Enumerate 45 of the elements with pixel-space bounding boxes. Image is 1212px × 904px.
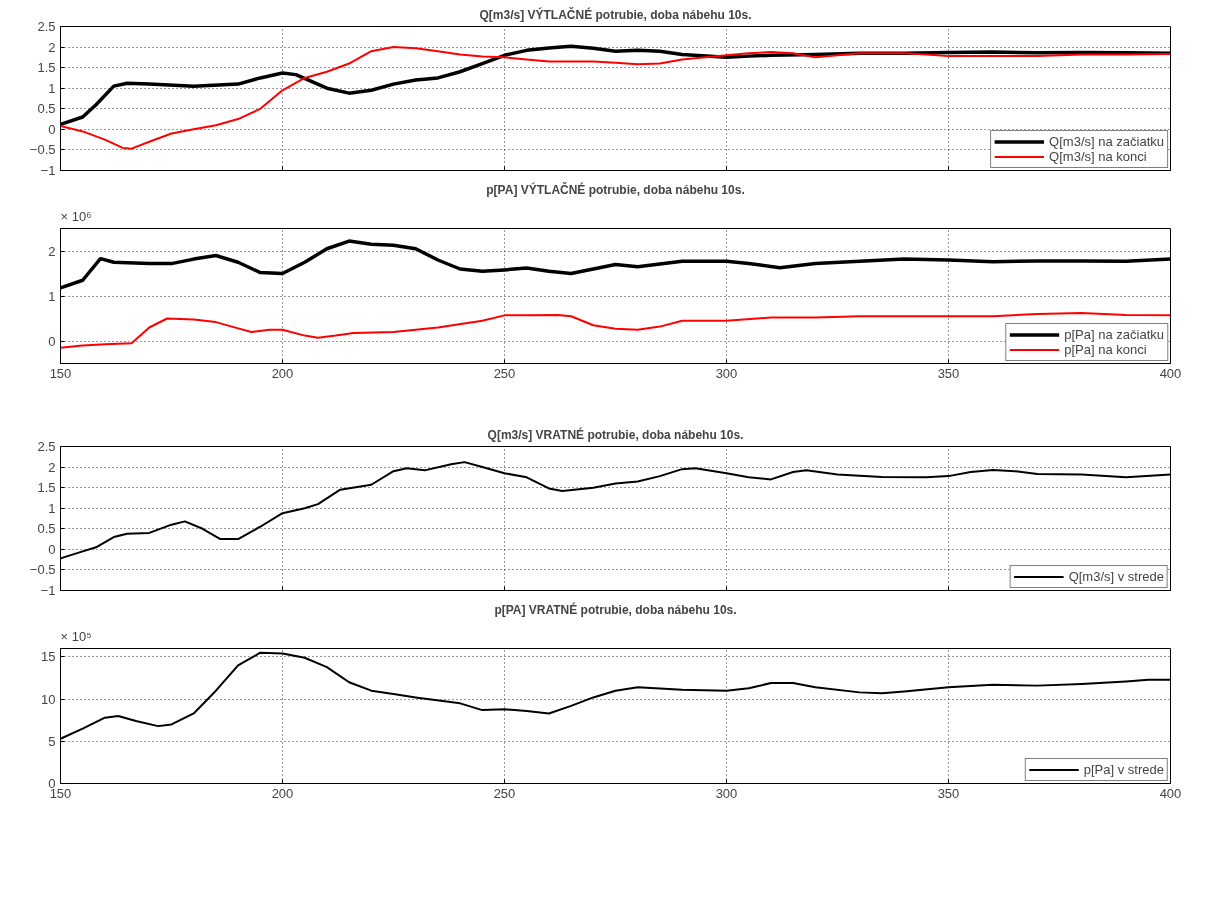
x-tick-label: 300 (715, 365, 738, 381)
y-tick-label: 0 (48, 333, 56, 349)
x-tick-label: 400 (1159, 785, 1182, 801)
x-tick-label: 150 (49, 365, 72, 381)
y-tick-label: 2 (48, 459, 56, 475)
y-tick-label: −0.5 (29, 142, 56, 158)
y-tick-label: −1 (40, 163, 56, 178)
legend-label: p[Pa] v strede (1083, 762, 1164, 777)
y-tick-label: 1.5 (37, 60, 56, 76)
chart-title: Q[m3/s] VÝTLAČNÉ potrubie, doba nábehu 10s. (479, 6, 752, 22)
legend-label: Q[m3/s] na konci (1049, 149, 1147, 164)
x-tick-label: 250 (493, 785, 516, 801)
y-tick-label: 1 (48, 80, 56, 96)
y-tick-label: −1 (40, 583, 56, 598)
x-tick-label: 300 (715, 785, 738, 801)
y-tick-label: 2.5 (37, 19, 56, 34)
y-tick-label: 1 (48, 500, 56, 516)
text: × 10⁶ (60, 208, 92, 224)
x-tick-label: 350 (937, 785, 960, 801)
x-tick-label: 200 (271, 785, 294, 801)
y-tick-label: 0.5 (37, 521, 56, 537)
x-tick-label: 350 (937, 365, 960, 381)
y-tick-label: 15 (41, 649, 56, 665)
x-tick-label: 250 (493, 365, 516, 381)
y-tick-label: 2.5 (37, 439, 56, 454)
chart-title: Q[m3/s] VRATNÉ potrubie, doba nábehu 10s. (487, 426, 744, 442)
y-tick-label: 2 (48, 243, 56, 259)
y-tick-label: 1.5 (37, 480, 56, 496)
x-tick-label: 200 (271, 365, 294, 381)
y-tick-label: 5 (48, 733, 56, 749)
y-tick-label: 0.5 (37, 101, 56, 117)
y-tick-label: 2 (48, 39, 56, 55)
y-tick-label: 0 (48, 541, 56, 557)
y-tick-label: 0 (48, 121, 56, 137)
text: × 10⁵ (60, 628, 92, 644)
chart-title: p[PA] VÝTLAČNÉ potrubie, doba nábehu 10s. (486, 181, 745, 197)
legend-label: Q[m3/s] na začiatku (1049, 134, 1164, 149)
y-tick-label: −0.5 (29, 562, 56, 578)
legend-label: p[Pa] na začiatku (1064, 327, 1164, 342)
y-tick-label: 1 (48, 288, 56, 304)
legend-label: p[Pa] na konci (1064, 342, 1147, 357)
chart-title: p[PA] VRATNÉ potrubie, doba nábehu 10s. (494, 601, 737, 617)
x-tick-label: 400 (1159, 365, 1182, 381)
y-tick-label: 10 (41, 691, 56, 707)
legend-label: Q[m3/s] v strede (1068, 569, 1164, 584)
